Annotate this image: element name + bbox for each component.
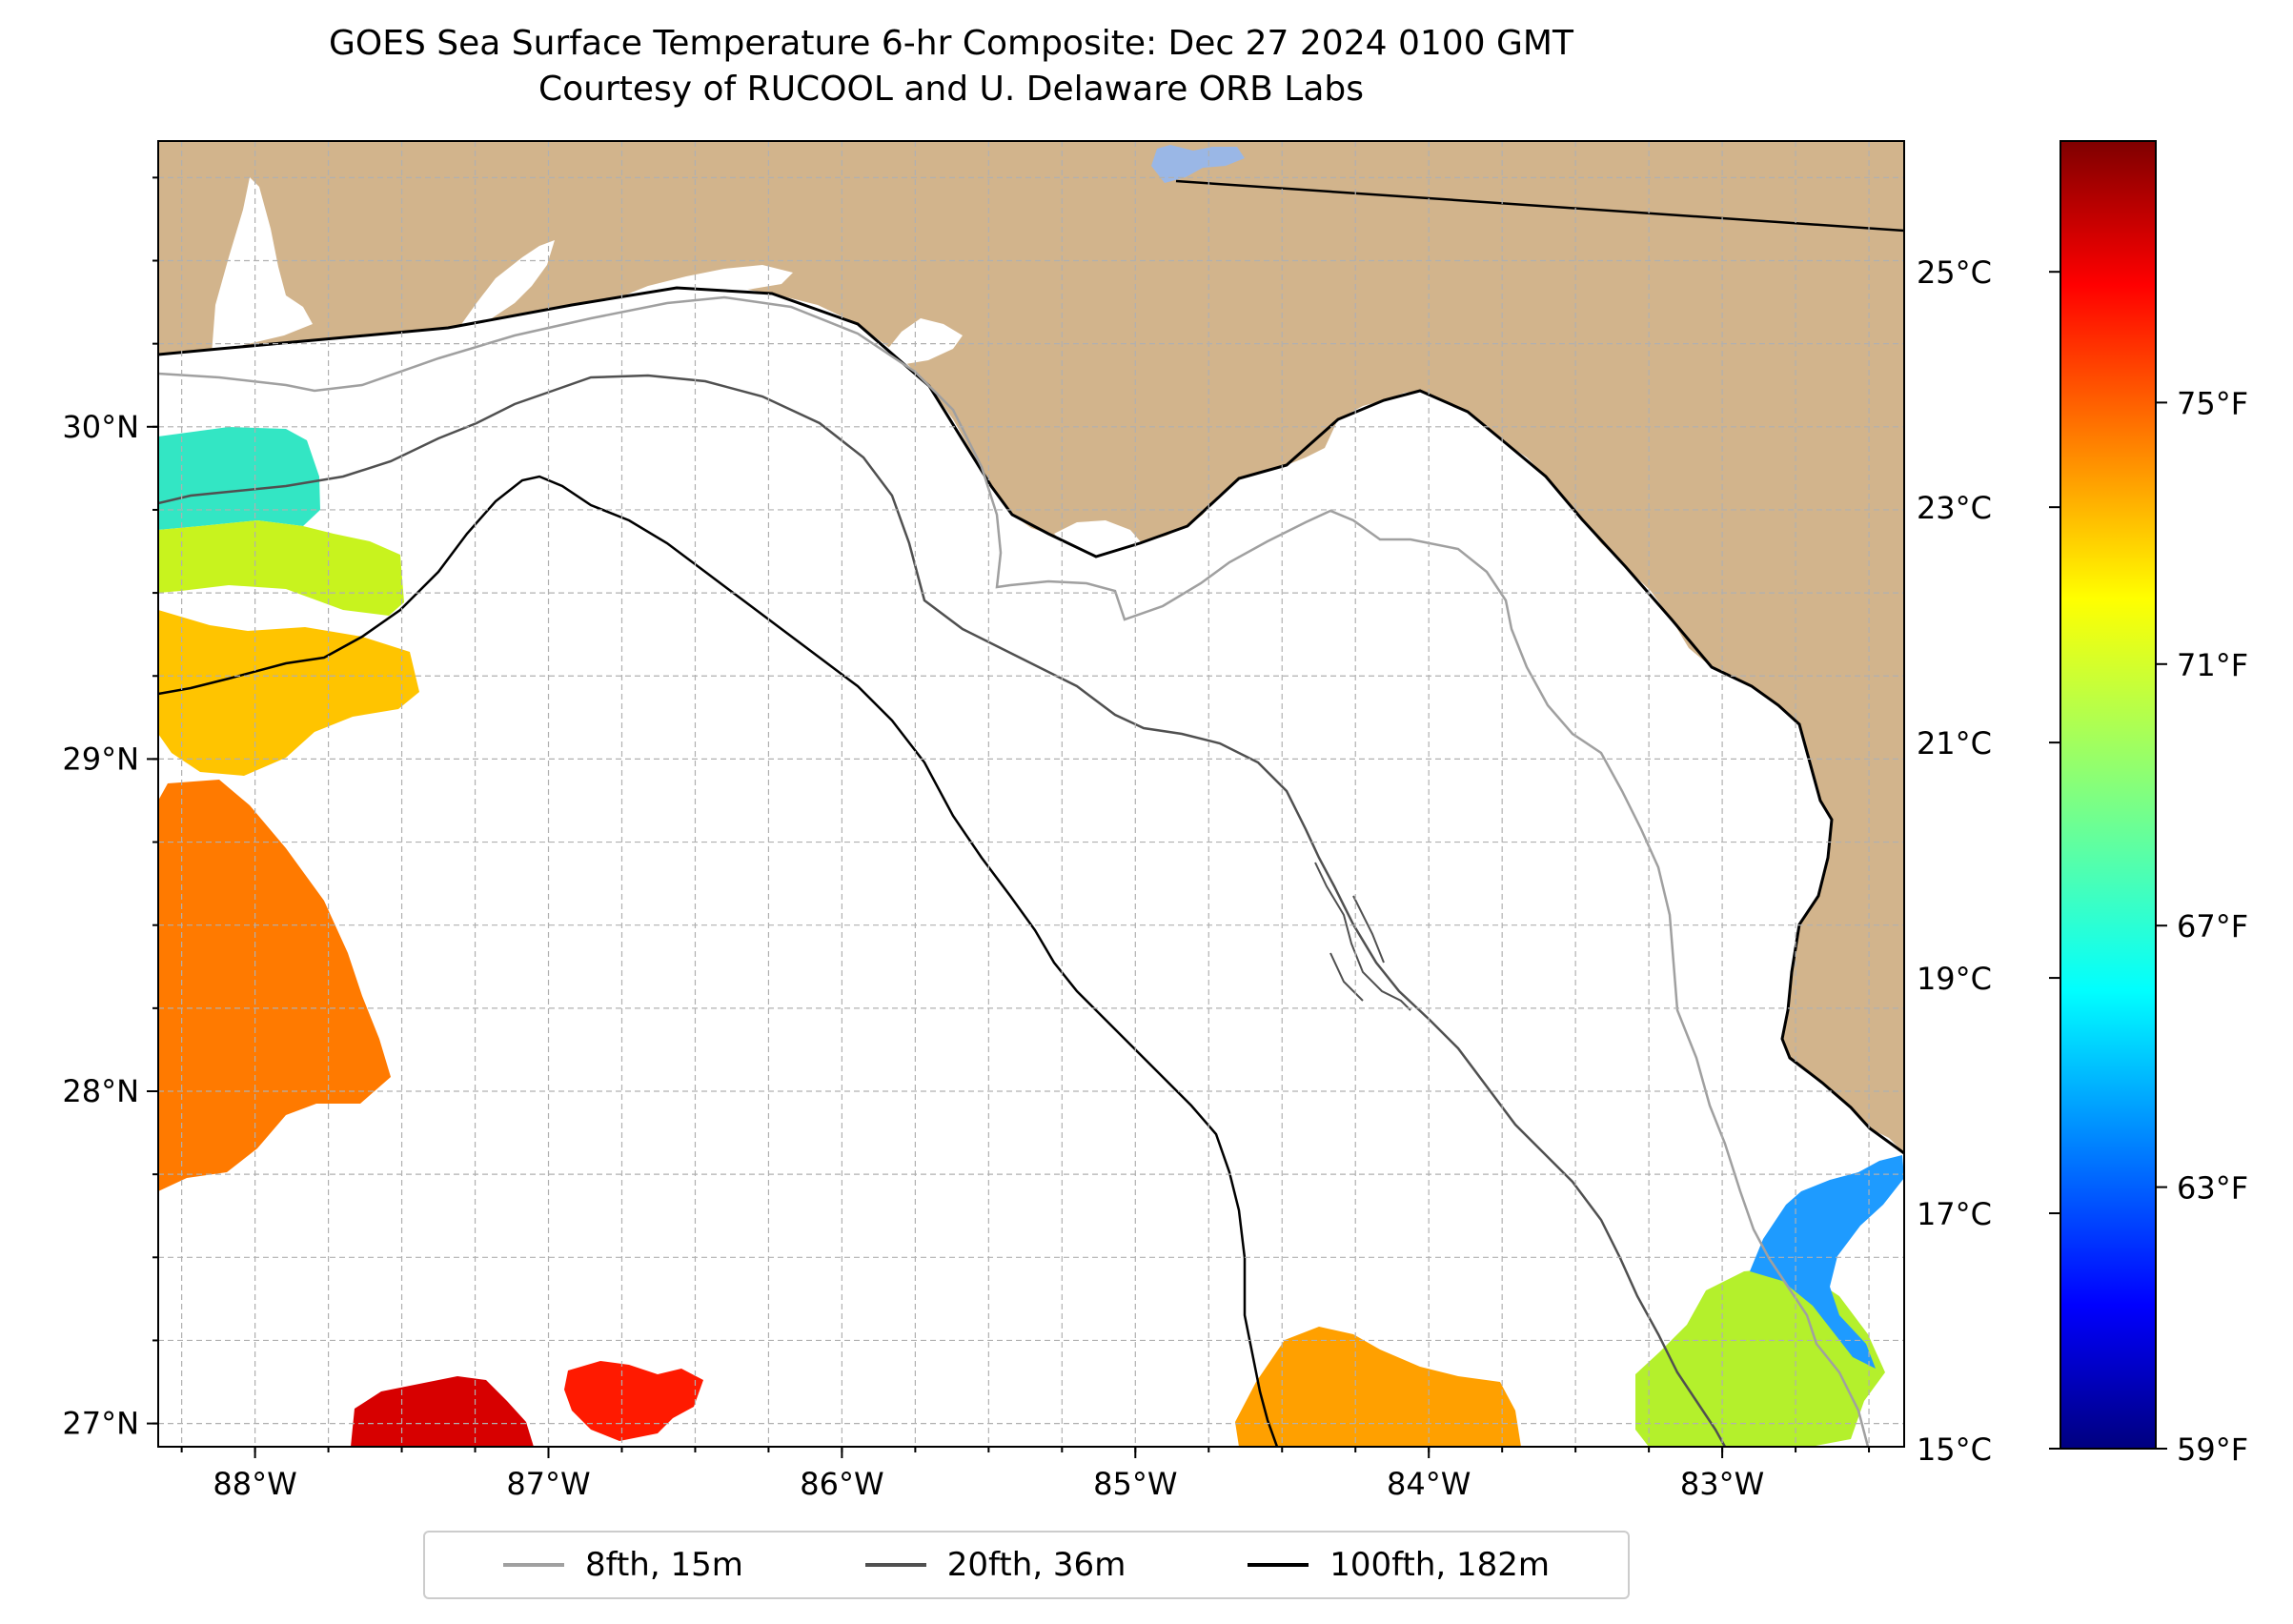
lat-tick-label: 27°N [62, 1406, 139, 1442]
colorbar-fahrenheit-label: 67°F [2177, 908, 2248, 944]
lake-seminole [1151, 145, 1245, 183]
sst-patch-west-gold [158, 610, 419, 776]
legend-label-100fth: 100fth, 182m [1329, 1546, 1551, 1584]
contour-100fth [158, 475, 1279, 1447]
sst-patch-south-red [564, 1361, 703, 1441]
legend-swatch-100fth [1248, 1563, 1309, 1567]
colorbar-fahrenheit-label: 63°F [2177, 1170, 2248, 1207]
lon-tick-label: 83°W [1680, 1466, 1764, 1502]
lat-tick-label: 29°N [62, 741, 139, 777]
contour-20fth [158, 374, 1727, 1447]
sst-patch-south-orange [1235, 1327, 1521, 1447]
land-mass [158, 141, 1904, 1153]
legend-label-8fth: 8fth, 15m [584, 1546, 743, 1584]
pensacola-bay [457, 240, 555, 330]
chart-title-block: GOES Sea Surface Temperature 6-hr Compos… [152, 21, 1750, 112]
latitude-ticks: 27°N 28°N 29°N 30°N [62, 409, 158, 1442]
state-border [1175, 179, 1904, 233]
sst-patch-northwest-cool [158, 427, 320, 530]
coastline [158, 286, 1904, 1155]
chart-subtitle: Courtesy of RUCOOL and U. Delaware ORB L… [538, 70, 1365, 109]
legend-item-100fth: 100fth, 182m [1248, 1546, 1550, 1584]
contour-20fth-islands [1314, 862, 1411, 1011]
legend-swatch-20fth [864, 1563, 926, 1567]
colorbar-fahrenheit-ticks: 59°F 63°F 67°F 71°F 75°F [2156, 385, 2248, 1468]
longitude-ticks: 88°W 87°W 86°W 85°W 84°W 83°W [213, 1447, 1764, 1502]
gridlines [152, 141, 1904, 1452]
colorbar-celsius-label: 25°C [1917, 254, 1992, 291]
map-area [158, 141, 1904, 1447]
lon-tick-label: 86°W [800, 1466, 883, 1502]
map-frame [157, 140, 1905, 1448]
legend-item-8fth: 8fth, 15m [502, 1546, 743, 1584]
legend-label-20fth: 20fth, 36m [946, 1546, 1126, 1584]
colorbar-celsius-label: 21°C [1917, 725, 1992, 761]
sst-patch-west-orange [158, 780, 391, 1191]
colorbar-celsius-label: 23°C [1917, 490, 1992, 526]
colorbar-celsius-ticks: 15°C 17°C 19°C 21°C 23°C 25°C [1917, 254, 2060, 1468]
colorbar-fahrenheit-label: 71°F [2177, 647, 2248, 683]
chart-title: GOES Sea Surface Temperature 6-hr Compos… [329, 24, 1573, 63]
colorbar-celsius-label: 17°C [1917, 1196, 1992, 1232]
sst-patch-southwest-darkred [351, 1376, 534, 1447]
sst-layer [158, 427, 1904, 1447]
legend-item-20fth: 20fth, 36m [864, 1546, 1126, 1584]
sst-patch-northwest-yellow [158, 520, 404, 616]
lon-tick-label: 88°W [213, 1466, 296, 1502]
colorbar [2060, 140, 2157, 1450]
colorbar-fahrenheit-label: 59°F [2177, 1431, 2248, 1468]
contour-8fth [158, 295, 1870, 1447]
mobile-bay [212, 177, 313, 355]
colorbar-fahrenheit-label: 75°F [2177, 385, 2248, 421]
depth-contour-legend: 8fth, 15m 20fth, 36m 100fth, 182m [423, 1531, 1630, 1599]
lon-tick-label: 85°W [1093, 1466, 1177, 1502]
lon-tick-label: 87°W [506, 1466, 590, 1502]
lat-tick-label: 28°N [62, 1073, 139, 1109]
colorbar-celsius-label: 19°C [1917, 961, 1992, 997]
lon-tick-label: 84°W [1387, 1466, 1471, 1502]
colorbar-celsius-label: 15°C [1917, 1431, 1992, 1468]
lat-tick-label: 30°N [62, 409, 139, 445]
legend-swatch-8fth [502, 1563, 564, 1567]
sst-patch-southeast-blue [1750, 1155, 1904, 1369]
st-andrew-bay [886, 318, 963, 364]
